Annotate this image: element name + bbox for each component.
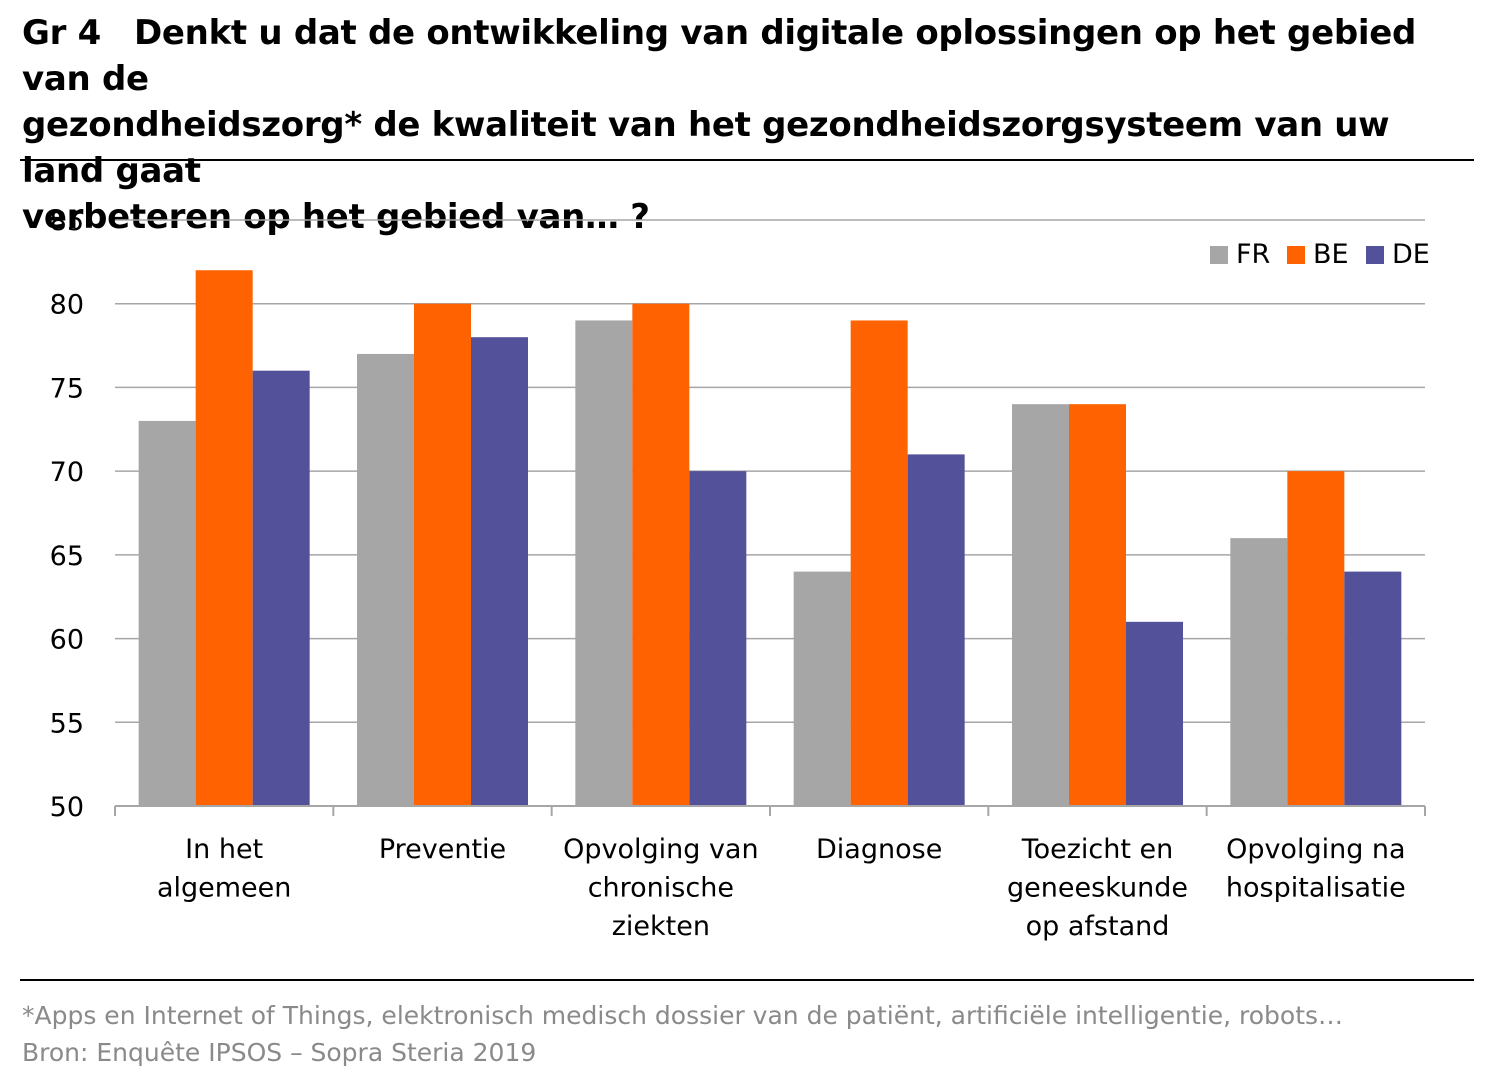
bar-fr-5 bbox=[1230, 538, 1288, 806]
bar-be-0 bbox=[195, 270, 253, 806]
legend-label-de: DE bbox=[1392, 239, 1430, 270]
source-note: Bron: Enquête IPSOS – Sopra Steria 2019 bbox=[22, 1038, 537, 1067]
bar-de-5 bbox=[1344, 571, 1402, 806]
legend-label-fr: FR bbox=[1236, 239, 1270, 270]
figure-label: Gr 4 bbox=[22, 13, 101, 53]
category-label-4-line-0: Toezicht en bbox=[1021, 834, 1174, 865]
bar-fr-1 bbox=[357, 353, 414, 806]
bar-de-3 bbox=[907, 454, 965, 806]
title-line-3: verbeteren op het gebied van… ? bbox=[22, 197, 650, 237]
chart-header: Gr 4 Denkt u dat de ontwikkeling van digi… bbox=[22, 10, 1472, 240]
y-tick-label-85: 85 bbox=[50, 206, 84, 237]
bar-be-3 bbox=[850, 320, 908, 806]
bar-de-2 bbox=[689, 471, 747, 806]
bottom-divider bbox=[20, 979, 1474, 981]
y-tick-label-50: 50 bbox=[50, 792, 84, 823]
bar-chart: 50 55 60 65 70 75 80 85 In het algemeen Preventie O… bbox=[50, 206, 1430, 942]
bar-fr-4 bbox=[1012, 404, 1069, 806]
category-label-2-line-0: Opvolging van bbox=[563, 834, 759, 865]
title-line-2: gezondheidszorg* de kwaliteit van het ge… bbox=[22, 105, 1390, 191]
category-label-2-line-2: ziekten bbox=[612, 911, 710, 942]
title-line-1: Gr 4 Denkt u dat de ontwikkeling van digi… bbox=[22, 10, 1472, 102]
y-tick-label-60: 60 bbox=[50, 625, 84, 656]
y-tick-label-75: 75 bbox=[50, 373, 84, 404]
chart-footer: *Apps en Internet of Things, elektronisc… bbox=[22, 997, 1343, 1071]
bar-be-4 bbox=[1069, 404, 1126, 806]
bar-fr-3 bbox=[793, 571, 851, 806]
bar-fr-2 bbox=[575, 320, 633, 806]
category-label-5-line-0: Opvolging na bbox=[1226, 834, 1406, 865]
legend-swatch-de bbox=[1366, 246, 1384, 264]
bar-be-2 bbox=[632, 303, 690, 806]
bar-be-1 bbox=[414, 303, 471, 806]
legend-swatch-fr bbox=[1210, 246, 1228, 264]
category-label-4-line-1: geneeskunde bbox=[1007, 873, 1188, 904]
title-text-1: Denkt u dat de ontwikkeling van digitale… bbox=[22, 13, 1417, 99]
y-tick-label-65: 65 bbox=[50, 541, 84, 572]
category-label-0-line-1: algemeen bbox=[157, 873, 291, 904]
y-tick-label-70: 70 bbox=[50, 457, 84, 488]
bar-de-4 bbox=[1126, 621, 1183, 806]
top-divider bbox=[20, 159, 1474, 161]
bar-de-1 bbox=[471, 337, 528, 806]
footnote: *Apps en Internet of Things, elektronisc… bbox=[22, 1001, 1344, 1030]
y-tick-label-55: 55 bbox=[50, 708, 84, 739]
category-label-4-line-2: op afstand bbox=[1026, 911, 1170, 942]
y-tick-label-80: 80 bbox=[50, 290, 84, 321]
category-label-5-line-1: hospitalisatie bbox=[1226, 873, 1406, 904]
legend-label-be: BE bbox=[1313, 239, 1349, 270]
legend-swatch-be bbox=[1287, 246, 1305, 264]
category-label-1-line-0: Preventie bbox=[379, 834, 506, 865]
category-label-3-line-0: Diagnose bbox=[816, 834, 942, 865]
bar-be-5 bbox=[1287, 471, 1345, 806]
category-label-0-line-0: In het bbox=[185, 834, 263, 865]
bar-fr-0 bbox=[138, 420, 196, 806]
category-label-2-line-1: chronische bbox=[588, 873, 734, 904]
bar-de-0 bbox=[252, 370, 310, 806]
